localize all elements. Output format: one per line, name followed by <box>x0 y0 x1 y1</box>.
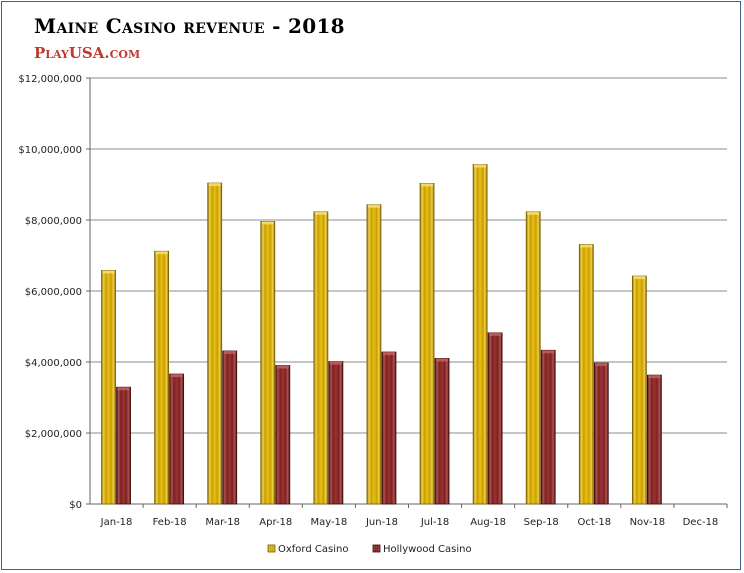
bar-hollywood-casino <box>487 332 503 505</box>
bar-cap <box>170 374 183 378</box>
bar-oxford-casino <box>101 270 116 505</box>
brand-label: PlayUSA.com <box>34 44 141 62</box>
bar-oxford-casino <box>154 250 170 505</box>
bar-cap <box>102 270 115 274</box>
bar-oxford-casino <box>631 275 647 505</box>
gridlines <box>90 77 727 434</box>
bar-oxford-casino <box>472 164 488 505</box>
y-tick-label: $4,000,000 <box>25 358 82 369</box>
y-tick-label: $6,000,000 <box>25 287 82 298</box>
x-tick-label: Mar-18 <box>205 517 240 528</box>
bar-cap <box>117 387 130 391</box>
legend-label: Oxford Casino <box>278 544 348 555</box>
bar-hollywood-casino <box>593 362 609 505</box>
x-tick-label: Nov-18 <box>630 517 666 528</box>
bars <box>101 164 662 505</box>
bar-hollywood-casino <box>434 358 450 505</box>
axes <box>86 77 728 508</box>
y-tick-label: $0 <box>69 500 82 511</box>
bar-hollywood-casino <box>169 373 185 505</box>
bar-cap <box>527 211 540 215</box>
x-tick-label: Feb-18 <box>153 517 187 528</box>
bar-hollywood-casino <box>646 374 662 505</box>
bar-cap <box>261 221 274 225</box>
bar-hollywood-casino <box>328 361 344 505</box>
bar-cap <box>382 352 395 356</box>
tick-labels: $0 $2,000,000 $4,000,000 $6,000,000 $8,000,0… <box>18 74 718 528</box>
bar-hollywood-casino <box>540 349 556 505</box>
y-tick-label: $12,000,000 <box>18 74 82 85</box>
y-tick-label: $8,000,000 <box>25 216 82 227</box>
x-tick-label: Jan-18 <box>100 517 133 528</box>
x-tick-label: Jun-18 <box>365 517 398 528</box>
bar-cap <box>276 365 289 369</box>
bar-hollywood-casino <box>222 350 238 505</box>
chart-title: Maine Casino revenue - 2018 <box>34 14 345 38</box>
bar-cap <box>580 244 593 248</box>
x-tick-label: Aug-18 <box>470 517 506 528</box>
x-tick-label: Dec-18 <box>683 517 719 528</box>
bar-oxford-casino <box>207 182 223 505</box>
bar-cap <box>648 375 661 379</box>
bar-oxford-casino <box>366 204 382 505</box>
bar-cap <box>367 204 380 208</box>
x-tick-label: Jul-18 <box>420 517 449 528</box>
bar-cap <box>329 361 342 365</box>
bar-hollywood-casino <box>116 386 131 505</box>
bar-cap <box>474 164 487 168</box>
legend-swatch <box>372 544 381 553</box>
x-tick-label: May-18 <box>310 517 347 528</box>
x-tick-label: Apr-18 <box>259 517 292 528</box>
bar-hollywood-casino <box>275 365 291 505</box>
bar-cap <box>542 350 555 354</box>
bar-oxford-casino <box>419 183 435 505</box>
bar-cap <box>223 350 236 354</box>
bar-cap <box>155 251 168 255</box>
bar-cap <box>421 183 434 187</box>
bar-oxford-casino <box>578 244 594 505</box>
bar-cap <box>633 276 646 280</box>
legend: Oxford Casino Hollywood Casino <box>267 544 472 555</box>
bar-cap <box>595 363 608 367</box>
bar-oxford-casino <box>525 211 541 505</box>
x-tick-label: Oct-18 <box>577 517 611 528</box>
bar-hollywood-casino <box>381 351 397 505</box>
x-tick-label: Sep-18 <box>524 517 559 528</box>
bar-cap <box>208 183 221 187</box>
legend-swatch <box>267 544 276 553</box>
bar-oxford-casino <box>260 221 276 505</box>
bar-cap <box>436 358 449 362</box>
y-tick-label: $2,000,000 <box>25 429 82 440</box>
y-tick-label: $10,000,000 <box>18 145 82 156</box>
legend-label: Hollywood Casino <box>383 544 472 555</box>
bar-oxford-casino <box>313 211 329 505</box>
bar-cap <box>489 332 502 336</box>
bar-cap <box>314 211 327 215</box>
